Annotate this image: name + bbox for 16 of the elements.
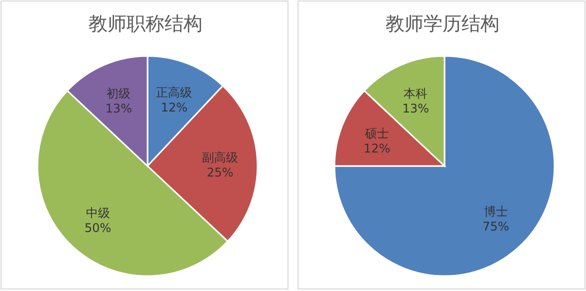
chart-title: 教师学历结构	[386, 13, 500, 35]
slice-label: 硕士	[364, 126, 389, 140]
slice-label: 副高级	[202, 150, 238, 165]
data-label: 75%	[482, 219, 510, 234]
data-label: 12%	[364, 141, 390, 156]
slice-label: 博士	[484, 204, 508, 218]
data-label: 25%	[206, 166, 234, 180]
data-label: 13%	[402, 101, 430, 116]
data-label: 50%	[84, 220, 112, 235]
chart-title: 教师职称结构	[88, 13, 202, 35]
data-label: 13%	[105, 101, 132, 116]
slice-label: 本科	[404, 86, 428, 100]
slice-label: 正高级	[156, 86, 192, 100]
slice-label: 中级	[86, 206, 110, 220]
data-label: 12%	[160, 100, 188, 114]
slice-label: 初级	[106, 86, 131, 100]
